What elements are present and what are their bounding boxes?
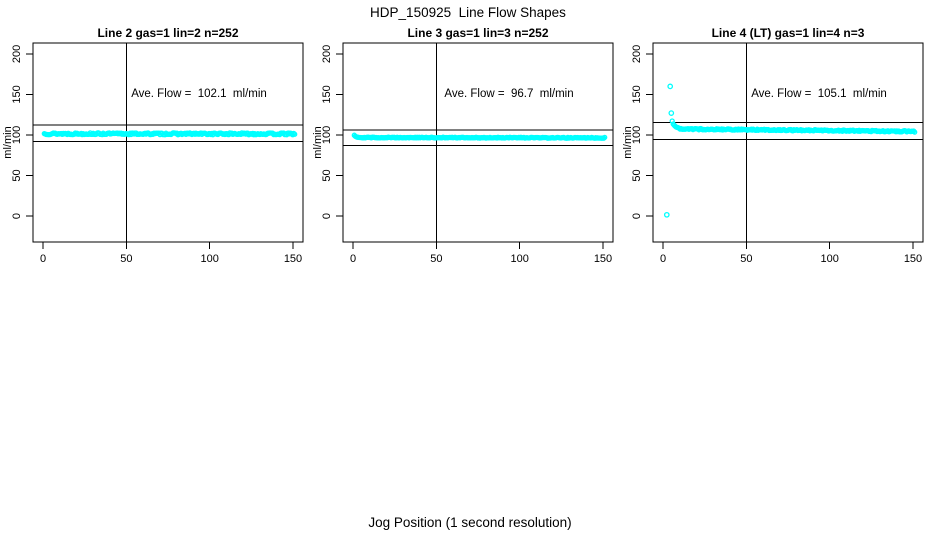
y-tick-label: 200 <box>631 45 643 63</box>
x-tick-label: 0 <box>40 253 46 265</box>
panel-title: Line 4 (LT) gas=1 lin=4 n=3 <box>712 26 865 40</box>
y-tick-label: 100 <box>11 126 23 144</box>
x-tick-label: 100 <box>510 253 528 265</box>
panel-1: 0 50 100 150 0 50 100 150 200 ml/min Line 3 gas=1 … <box>312 26 614 265</box>
y-axis-label: ml/min <box>622 126 634 158</box>
y-tick-label: 200 <box>321 45 333 63</box>
x-tick-label: 0 <box>350 253 356 265</box>
y-axis-ticks: 0 50 100 150 200 <box>11 45 33 219</box>
panels-group: 0 50 100 150 0 50 100 150 200 ml/min Line 2 gas=1 … <box>2 26 924 265</box>
data-point <box>292 131 298 137</box>
x-tick-label: 150 <box>904 253 922 265</box>
panel-0: 0 50 100 150 0 50 100 150 200 ml/min Line 2 gas=1 … <box>2 26 304 265</box>
y-tick-label: 100 <box>631 126 643 144</box>
y-axis-ticks: 0 50 100 150 200 <box>321 45 343 219</box>
x-tick-label: 150 <box>594 253 612 265</box>
x-tick-label: 100 <box>200 253 218 265</box>
data-point <box>912 129 918 135</box>
outlier-point <box>667 83 674 90</box>
y-tick-label: 200 <box>11 45 23 63</box>
y-tick-label: 150 <box>631 85 643 103</box>
plot-box <box>342 42 614 243</box>
y-tick-label: 0 <box>631 213 643 219</box>
x-tick-label: 50 <box>120 253 132 265</box>
y-axis-ticks: 0 50 100 150 200 <box>631 45 653 219</box>
data-points <box>41 130 298 138</box>
x-axis-ticks: 0 50 100 150 <box>350 242 612 265</box>
outlier-point <box>663 211 670 218</box>
y-tick-label: 50 <box>11 169 23 181</box>
y-tick-label: 50 <box>321 169 333 181</box>
x-axis-ticks: 0 50 100 150 <box>660 242 922 265</box>
panel-title: Line 3 gas=1 lin=3 n=252 <box>407 26 548 40</box>
outlier-point <box>668 110 675 116</box>
data-point <box>602 134 608 141</box>
data-points <box>663 83 918 218</box>
y-tick-label: 150 <box>11 85 23 103</box>
y-tick-label: 100 <box>321 126 333 144</box>
x-tick-label: 0 <box>660 253 666 265</box>
y-tick-label: 0 <box>321 213 333 219</box>
data-points <box>351 132 608 141</box>
plot-box <box>32 42 304 243</box>
data-point <box>669 118 675 124</box>
ave-flow-annotation: Ave. Flow = 96.7 ml/min <box>444 88 573 100</box>
ave-flow-annotation: Ave. Flow = 105.1 ml/min <box>751 88 887 100</box>
y-tick-label: 0 <box>11 213 23 219</box>
figure-title: HDP_150925 Line Flow Shapes <box>370 5 566 20</box>
plot-box <box>652 42 924 243</box>
y-axis-label: ml/min <box>312 126 324 158</box>
x-tick-label: 50 <box>430 253 442 265</box>
y-axis-label: ml/min <box>2 126 14 158</box>
x-axis-ticks: 0 50 100 150 <box>40 242 302 265</box>
panel-title: Line 2 gas=1 lin=2 n=252 <box>97 26 238 40</box>
x-tick-label: 100 <box>820 253 838 265</box>
y-tick-label: 50 <box>631 169 643 181</box>
x-tick-label: 150 <box>284 253 302 265</box>
panel-2: 0 50 100 150 0 50 100 150 200 ml/min Line 4 (LT) g… <box>622 26 924 265</box>
ave-flow-annotation: Ave. Flow = 102.1 ml/min <box>131 88 267 100</box>
y-tick-label: 150 <box>321 85 333 103</box>
figure-xlabel: Jog Position (1 second resolution) <box>368 515 571 530</box>
x-tick-label: 50 <box>740 253 752 265</box>
